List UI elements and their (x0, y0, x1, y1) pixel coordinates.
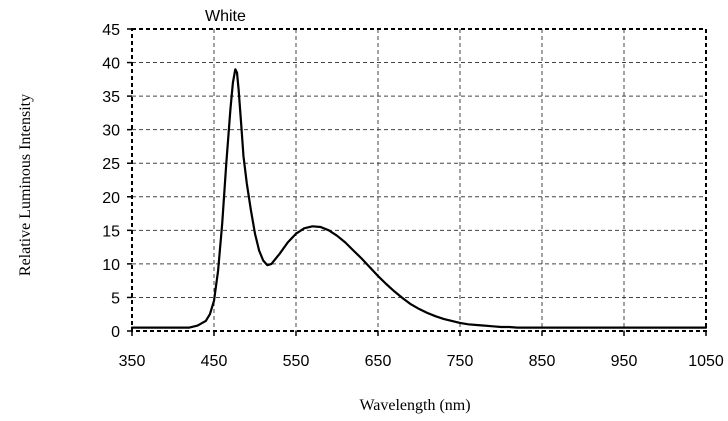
y-tick-label: 5 (111, 290, 120, 307)
x-tick-label: 950 (611, 353, 638, 370)
y-tick-label: 40 (102, 56, 120, 73)
grid (132, 29, 706, 331)
chart-title: White (205, 8, 246, 25)
x-tick-label: 450 (201, 353, 228, 370)
x-tick-label: 850 (529, 353, 556, 370)
x-tick-label: 1050 (688, 353, 724, 370)
series-line-0 (130, 68, 708, 329)
y-axis-ticks: 0 5 10 15 20 25 30 35 40 45 (102, 22, 132, 341)
x-tick-label: 550 (283, 353, 310, 370)
x-tick-label: 750 (447, 353, 474, 370)
x-tick-label: 650 (365, 353, 392, 370)
x-axis-ticks: 350 450 550 650 750 850 950 1050 (119, 331, 724, 370)
plot-frame (131, 28, 707, 332)
y-tick-label: 15 (102, 223, 120, 240)
y-tick-label: 0 (111, 324, 120, 341)
y-tick-label: 25 (102, 156, 120, 173)
y-axis-title: Relative Luminous Intensity (17, 94, 34, 276)
y-tick-label: 20 (102, 190, 120, 207)
y-tick-label: 45 (102, 22, 120, 39)
y-tick-label: 35 (102, 89, 120, 106)
x-tick-label: 350 (119, 353, 146, 370)
y-tick-label: 30 (102, 123, 120, 140)
x-axis-title: Wavelength (nm) (359, 397, 470, 414)
y-tick-label: 10 (102, 257, 120, 274)
series-layer (130, 68, 708, 329)
